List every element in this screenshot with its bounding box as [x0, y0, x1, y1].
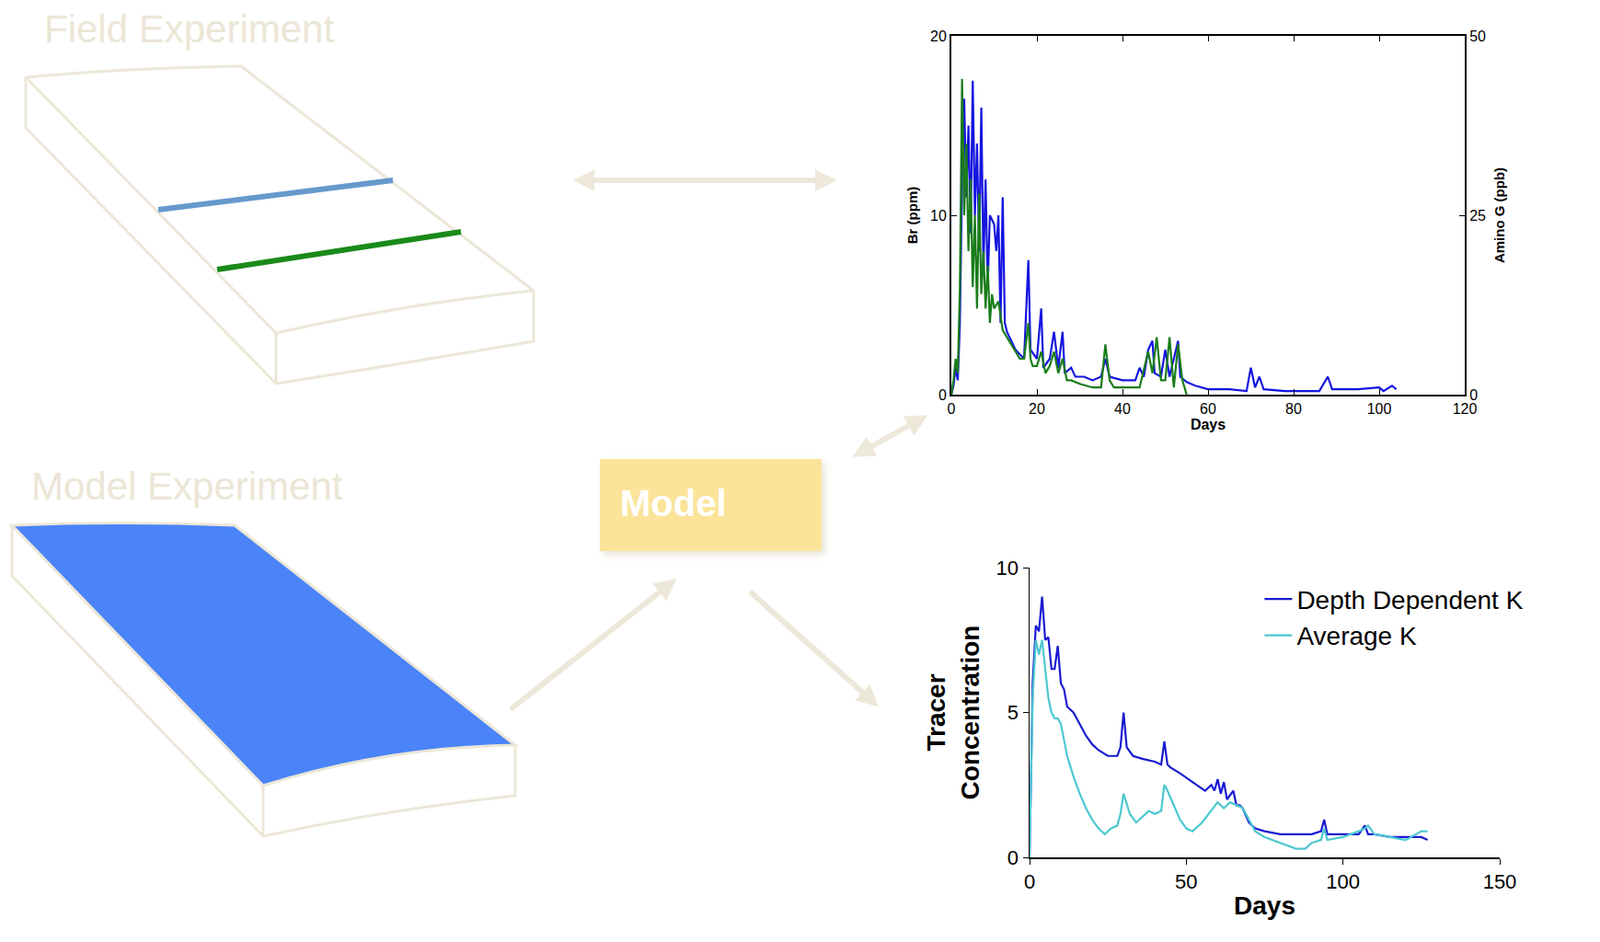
svg-text:Amino G (ppb): Amino G (ppb) — [1491, 167, 1508, 264]
html-text:Model: Model — [620, 483, 727, 524]
svg-text:TracerConcentration: TracerConcentration — [921, 625, 984, 801]
svg-text:10: 10 — [930, 207, 947, 224]
svg-text:50: 50 — [1174, 870, 1198, 894]
svg-text:Days: Days — [1190, 416, 1226, 433]
svg-text:80: 80 — [1285, 401, 1302, 417]
svg-text:50: 50 — [1469, 28, 1486, 45]
svg-text:150: 150 — [1483, 870, 1518, 894]
svg-text:20: 20 — [930, 28, 947, 45]
svg-text:25: 25 — [1469, 207, 1486, 224]
svg-text:20: 20 — [1028, 401, 1046, 417]
html-text:Field Experiment: Field Experiment — [44, 7, 335, 51]
svg-text:0: 0 — [947, 401, 956, 417]
svg-text:10: 10 — [996, 556, 1019, 580]
html-text:Model Experiment: Model Experiment — [31, 464, 343, 508]
svg-text:Average K: Average K — [1296, 621, 1417, 651]
svg-text:5: 5 — [1007, 701, 1019, 725]
svg-text:60: 60 — [1199, 401, 1217, 417]
svg-text:100: 100 — [1325, 870, 1360, 894]
svg-text:0: 0 — [1024, 870, 1036, 894]
svg-text:40: 40 — [1114, 401, 1131, 417]
svg-text:0: 0 — [1007, 846, 1019, 870]
svg-text:0: 0 — [938, 387, 947, 403]
svg-text:120: 120 — [1452, 401, 1478, 417]
svg-text:Depth Dependent K: Depth Dependent K — [1296, 586, 1523, 615]
svg-text:Br (ppm): Br (ppm) — [904, 186, 921, 245]
svg-text:100: 100 — [1367, 401, 1393, 417]
svg-text:0: 0 — [1469, 387, 1478, 403]
svg-text:Days: Days — [1233, 891, 1296, 921]
